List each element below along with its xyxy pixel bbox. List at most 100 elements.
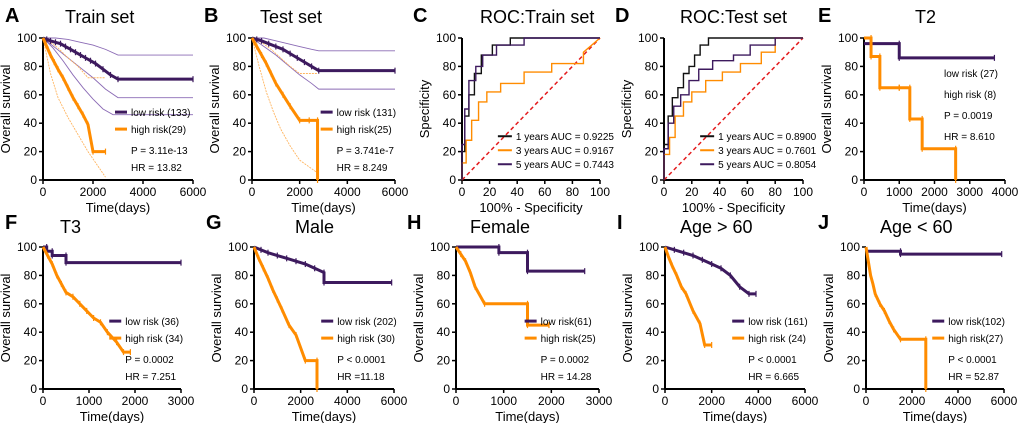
panel-title: Age > 60	[680, 217, 753, 237]
legend-entry: 1 years AUC = 0.9225	[516, 132, 615, 143]
series-line-low	[864, 42, 995, 60]
y-tick-label: 0	[239, 173, 246, 187]
x-axis-label: 100% - Specificity	[682, 200, 786, 215]
hr-annotation: HR = 14.28	[541, 372, 592, 383]
ci-band-high	[42, 37, 106, 178]
y-axis-label: Specificity	[417, 79, 432, 138]
y-tick-label: 40	[437, 325, 451, 339]
y-tick-label: 20	[437, 354, 451, 368]
series-line-high	[663, 246, 712, 347]
panel-letter: E	[818, 5, 831, 27]
y-tick-label: 40	[845, 116, 859, 130]
p-value-annotation: P < 0.0001	[748, 355, 797, 366]
hr-annotation: HR =11.18	[337, 372, 385, 383]
x-tick-label: 20	[483, 185, 497, 199]
x-tick-label: 60	[538, 185, 552, 199]
x-tick-label: 0	[251, 394, 258, 408]
series-line-high	[250, 37, 320, 180]
x-tick-label: 0	[863, 394, 870, 408]
p-value-annotation: P = 0.0002	[541, 355, 590, 366]
x-tick-label: 4000	[334, 185, 361, 199]
x-tick-label: 2000	[80, 185, 107, 199]
y-axis-label: Overall survival	[819, 64, 834, 153]
y-axis-label: Overall survival	[0, 273, 13, 362]
panel-title: Age < 60	[880, 217, 953, 237]
y-tick-label: 20	[235, 354, 249, 368]
ci-band-high	[251, 37, 318, 174]
panel-letter: F	[5, 212, 17, 234]
hr-annotation: HR = 8.610	[944, 132, 995, 143]
legend-entry: high risk (30)	[337, 334, 395, 345]
x-tick-label: 3000	[168, 394, 195, 408]
x-tick-label: 20	[685, 185, 699, 199]
legend-entry: 5 years AUC = 0.8054	[718, 160, 817, 171]
y-tick-label: 20	[443, 145, 457, 159]
y-tick-label: 40	[847, 325, 861, 339]
series-line-roc1	[663, 37, 803, 180]
y-tick-label: 20	[24, 145, 38, 159]
x-axis-label: Time(days)	[703, 409, 768, 423]
x-tick-label: 80	[769, 185, 783, 199]
p-value-annotation: P = 3.741e-7	[337, 146, 395, 157]
hr-annotation: HR = 13.82	[131, 163, 182, 174]
p-value-annotation: P = 3.11e-13	[131, 146, 188, 157]
series-line-high	[454, 246, 549, 327]
panel-i: I Age > 60 0 20 40 60 80 100 0 2000 4000 6000 Time(d…	[617, 212, 819, 423]
y-axis-label: Overall survival	[209, 273, 224, 362]
legend-entry: low risk(102)	[948, 317, 1005, 328]
x-tick-label: 4000	[334, 394, 361, 408]
y-tick-label: 80	[646, 268, 660, 282]
y-tick-label: 20	[646, 354, 660, 368]
y-tick-label: 0	[652, 382, 659, 396]
panel-j: J Age < 60 0 20 40 60 80 100 0 2000 4000 6000 Time(d…	[818, 212, 1018, 423]
series-line-low	[664, 245, 756, 296]
series-line-high	[252, 246, 319, 389]
y-tick-label: 60	[24, 88, 38, 102]
panel-letter: D	[615, 5, 629, 27]
reference-diagonal	[663, 37, 804, 181]
series-line-low	[456, 245, 585, 273]
legend-entry: high risk(25)	[337, 125, 392, 136]
y-tick-label: 80	[443, 59, 457, 73]
x-tick-label: 4000	[745, 394, 772, 408]
y-tick-label: 80	[24, 59, 38, 73]
x-axis-label: Time(days)	[86, 200, 151, 215]
y-axis-label: Overall survival	[620, 273, 635, 362]
x-axis-label: Time(days)	[80, 409, 145, 423]
y-tick-label: 0	[851, 173, 858, 187]
x-tick-label: 6000	[381, 394, 408, 408]
x-tick-label: 6000	[792, 394, 819, 408]
y-tick-label: 20	[845, 145, 859, 159]
y-tick-label: 80	[847, 268, 861, 282]
x-tick-label: 1000	[490, 394, 517, 408]
y-tick-label: 100	[228, 240, 248, 254]
x-tick-label: 100	[793, 185, 813, 199]
legend-entry: low risk(61)	[541, 317, 592, 328]
series-line-high	[864, 246, 928, 389]
y-tick-label: 60	[235, 297, 249, 311]
x-axis-label: Time(days)	[292, 409, 357, 423]
x-tick-label: 2000	[122, 394, 149, 408]
p-value-annotation: P < 0.0001	[948, 355, 997, 366]
panel-letter: B	[204, 5, 218, 27]
y-tick-label: 0	[853, 382, 860, 396]
panel-title: ROC:Test set	[680, 7, 787, 27]
x-tick-label: 40	[713, 185, 727, 199]
legend-entry: 3 years AUC = 0.9167	[516, 146, 615, 157]
y-tick-label: 100	[17, 31, 37, 45]
x-tick-label: 1000	[886, 185, 913, 199]
y-tick-label: 0	[443, 382, 450, 396]
legend-entry: high risk(27)	[948, 334, 1003, 345]
x-tick-label: 2000	[698, 394, 725, 408]
y-tick-label: 80	[235, 268, 249, 282]
x-tick-label: 6000	[180, 185, 207, 199]
x-tick-label: 6000	[382, 185, 409, 199]
panel-title: Female	[470, 217, 530, 237]
y-tick-label: 0	[241, 382, 248, 396]
panel-c: C ROC:Train set 0 20 40 60 80 100 0 20 40 60 80 100 10…	[413, 5, 614, 215]
y-tick-label: 100	[638, 31, 658, 45]
hr-annotation: HR = 52.87	[948, 372, 999, 383]
x-tick-label: 2000	[538, 394, 565, 408]
